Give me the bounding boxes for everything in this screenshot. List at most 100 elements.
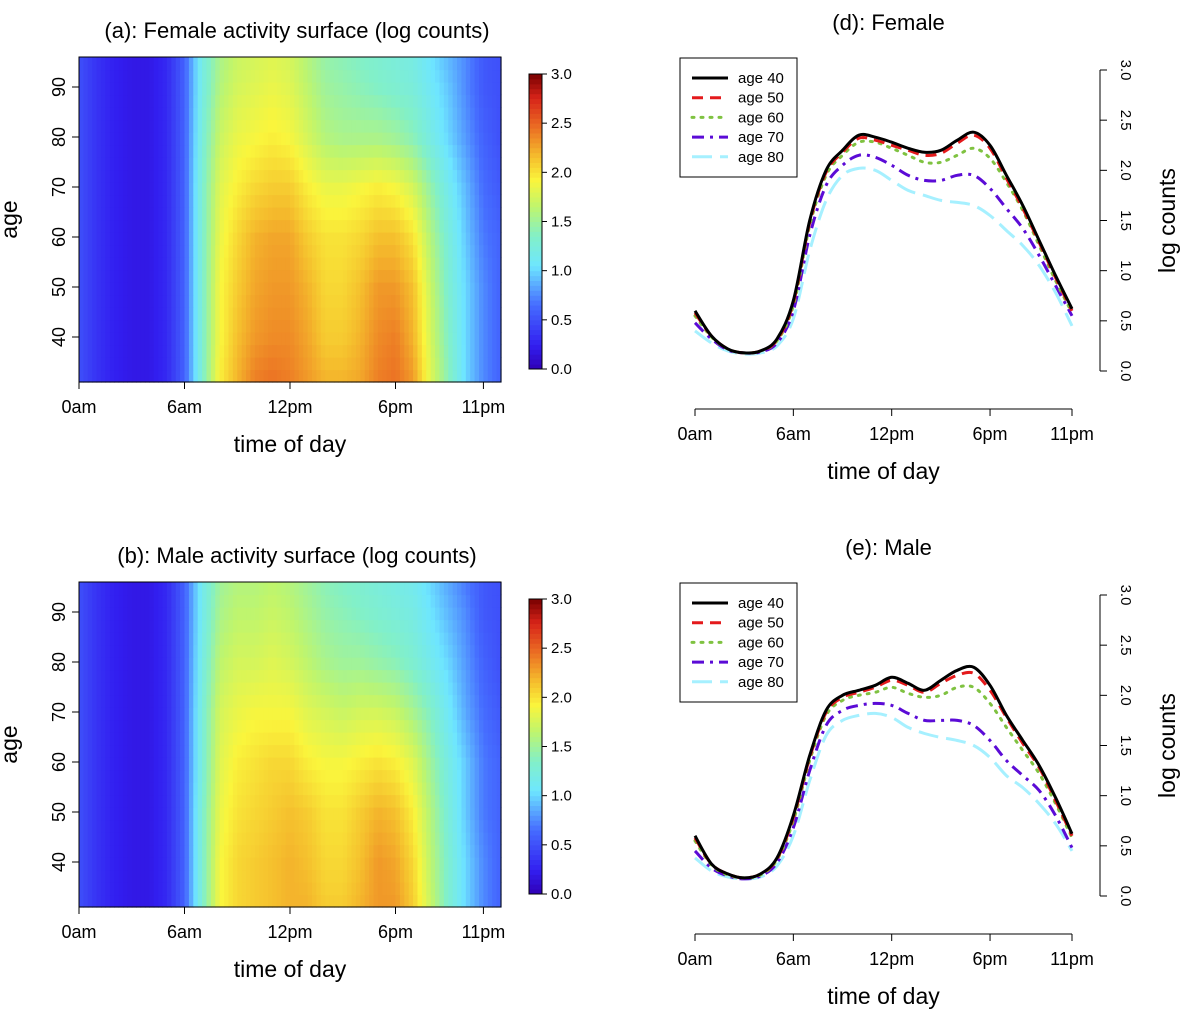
heatmap-cell	[439, 332, 445, 346]
heatmap-cell	[228, 807, 234, 821]
heatmap-cell	[79, 807, 84, 821]
heatmap-cell	[377, 332, 383, 346]
heatmap-cell	[215, 732, 221, 746]
heatmap-cell	[369, 282, 375, 296]
heatmap-cell	[351, 194, 357, 208]
heatmap-cell	[452, 707, 458, 721]
heatmap-cell	[461, 369, 467, 383]
heatmap-cell	[421, 757, 427, 771]
heatmap-cell	[149, 869, 155, 883]
heatmap-cell	[215, 194, 221, 208]
heatmap-cell	[254, 332, 260, 346]
heatmap-cell	[347, 757, 353, 771]
heatmap-cell	[474, 169, 480, 183]
heatmap-cell	[100, 319, 106, 333]
heatmap-cell	[131, 294, 137, 308]
heatmap-cell	[338, 669, 344, 683]
heatmap-cell	[105, 294, 111, 308]
heatmap-cell	[408, 632, 414, 646]
heatmap-cell	[333, 794, 339, 808]
heatmap-cell	[470, 894, 476, 908]
heatmap-cell	[430, 169, 436, 183]
heatmap-cell	[83, 682, 89, 696]
heatmap-cell	[421, 769, 427, 783]
heatmap-cell	[259, 594, 265, 608]
heatmap-cell	[131, 144, 137, 158]
heatmap-cell	[79, 107, 84, 121]
heatmap-cell	[96, 219, 102, 233]
heatmap-cell	[355, 757, 361, 771]
heatmap-cell	[254, 769, 260, 783]
heatmap-cell	[386, 57, 392, 71]
heatmap-cell	[492, 169, 498, 183]
heatmap-cell	[202, 244, 208, 258]
heatmap-cell	[100, 344, 106, 358]
heatmap-cell	[276, 144, 282, 158]
heatmap-cell	[496, 882, 502, 896]
heatmap-cell	[131, 844, 137, 858]
heatmap-cell	[465, 219, 471, 233]
heatmap-cell	[377, 82, 383, 96]
heatmap-cell	[122, 157, 128, 171]
heatmap-cell	[219, 257, 225, 271]
colorbar-step	[529, 241, 542, 247]
heatmap-cell	[246, 132, 252, 146]
heatmap-cell	[202, 57, 208, 71]
heatmap-cell	[184, 644, 190, 658]
heatmap-cell	[294, 707, 300, 721]
heatmap-cell	[285, 232, 291, 246]
heatmap-cell	[457, 794, 463, 808]
heatmap-cell	[105, 844, 111, 858]
heatmap-cell	[408, 107, 414, 121]
heatmap-cell	[180, 769, 186, 783]
heatmap-cell	[140, 219, 146, 233]
heatmap-cell	[395, 707, 401, 721]
heatmap-cell	[224, 819, 230, 833]
heatmap-cell	[382, 94, 388, 108]
heatmap-cell	[188, 794, 194, 808]
heatmap-cell	[399, 807, 405, 821]
heatmap-cell	[96, 844, 102, 858]
heatmap-cell	[426, 882, 432, 896]
heatmap-cell	[430, 244, 436, 258]
heatmap-cell	[364, 94, 370, 108]
heatmap-cell	[263, 182, 269, 196]
heatmap-cell	[386, 94, 392, 108]
heatmap-cell	[153, 69, 159, 83]
heatmap-cell	[404, 794, 410, 808]
heatmap-cell	[443, 57, 449, 71]
heatmap-cell	[457, 257, 463, 271]
heatmap-cell	[114, 732, 120, 746]
heatmap-cell	[298, 319, 304, 333]
heatmap-cell	[105, 232, 111, 246]
heatmap-cell	[246, 232, 252, 246]
heatmap-cell	[360, 369, 366, 383]
heatmap-cell	[338, 69, 344, 83]
heatmap-cell	[127, 269, 133, 283]
heatmap-cell	[386, 344, 392, 358]
heatmap-cell	[246, 719, 252, 733]
heatmap-cell	[184, 807, 190, 821]
heatmap-cell	[215, 644, 221, 658]
heatmap-cell	[413, 594, 419, 608]
heatmap-cell	[215, 219, 221, 233]
heatmap-cell	[487, 682, 493, 696]
heatmap-cell	[193, 619, 199, 633]
heatmap-cell	[351, 144, 357, 158]
heatmap-cell	[228, 769, 234, 783]
heatmap-cell	[395, 632, 401, 646]
heatmap-cell	[237, 694, 243, 708]
heatmap-cell	[175, 244, 181, 258]
heatmap-cell	[487, 282, 493, 296]
heatmap-cell	[281, 707, 287, 721]
heatmap-cell	[224, 282, 230, 296]
y-tick-label: 50	[49, 277, 69, 297]
heatmap-cell	[109, 744, 115, 758]
heatmap-cell	[202, 207, 208, 221]
heatmap-cell	[479, 757, 485, 771]
heatmap-cell	[342, 369, 348, 383]
heatmap-cell	[470, 119, 476, 133]
heatmap-cell	[496, 232, 502, 246]
heatmap-cell	[408, 244, 414, 258]
heatmap-cell	[443, 819, 449, 833]
